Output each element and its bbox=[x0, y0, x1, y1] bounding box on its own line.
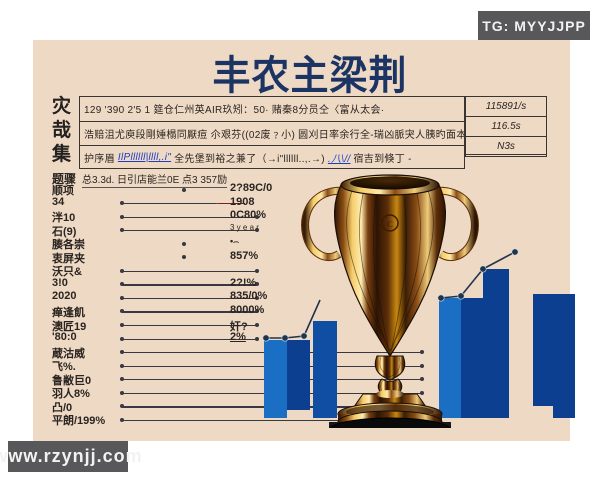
svg-text:C: C bbox=[387, 220, 392, 229]
